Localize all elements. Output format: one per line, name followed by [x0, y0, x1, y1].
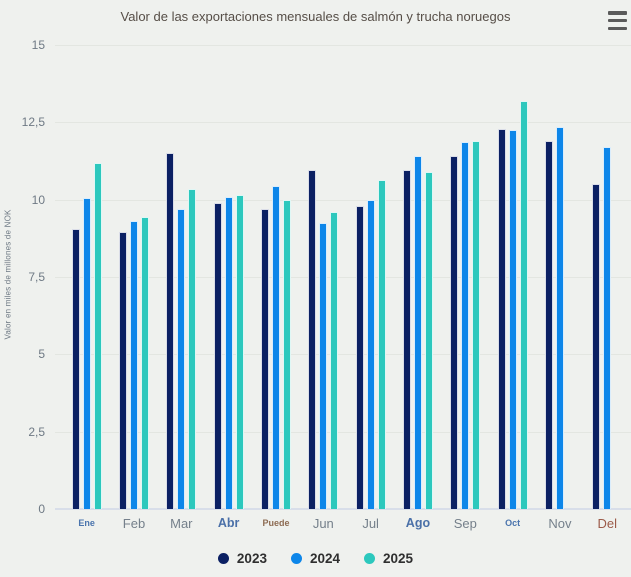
bar-2025-Oct[interactable] [519, 100, 528, 509]
bar-2025-Jun[interactable] [330, 212, 339, 509]
legend-marker-2025 [364, 552, 376, 564]
bar-2024-Nov[interactable] [555, 126, 564, 509]
bar-2023-Feb[interactable] [118, 232, 127, 509]
bar-group-Puede [252, 45, 299, 509]
y-tick-label-12,5: 12,5 [21, 115, 45, 130]
hamburger-bar [608, 18, 627, 23]
bar-2024-Puede[interactable] [271, 185, 280, 509]
bar-group-Feb [110, 45, 157, 509]
legend-marker-2023 [217, 552, 229, 564]
bar-2025-Mar[interactable] [188, 188, 197, 509]
bar-group-Sep [442, 45, 489, 509]
bar-2025-Puede[interactable] [282, 199, 291, 509]
x-axis-label-Nov: Nov [548, 515, 572, 531]
y-tick-label-15: 15 [31, 38, 45, 52]
gridline-15 [55, 45, 631, 46]
legend-label-2025: 2025 [383, 550, 414, 566]
y-tick-label-5: 5 [38, 347, 45, 362]
bar-group-Mar [158, 45, 205, 509]
bar-group-Ago [394, 45, 441, 509]
bar-2024-Feb[interactable] [129, 221, 138, 509]
gridline-12,5 [55, 122, 631, 124]
bar-2023-Abr[interactable] [213, 202, 222, 509]
bar-group-Jul [347, 45, 394, 509]
bar-2025-Ago[interactable] [424, 171, 433, 509]
x-axis-label-Feb: Feb [122, 515, 146, 531]
bar-2024-Del[interactable] [603, 147, 612, 509]
hamburger-menu-icon[interactable] [608, 10, 628, 31]
bar-2023-Mar[interactable] [166, 153, 175, 509]
bar-2023-Nov[interactable] [544, 140, 553, 509]
bar-2025-Feb[interactable] [140, 216, 149, 509]
x-axis-label-Ago: Ago [405, 516, 431, 530]
gridline-10 [55, 199, 631, 201]
bar-2025-Sep[interactable] [472, 140, 481, 509]
bar-2024-Mar[interactable] [177, 208, 186, 509]
x-axis-label-Puede: Puede [262, 518, 290, 528]
bar-2024-Sep[interactable] [461, 142, 470, 509]
bar-2024-Oct[interactable] [508, 130, 517, 509]
x-axis-label-Sep: Sep [453, 515, 477, 531]
y-tick-label-7,5: 7,5 [28, 270, 45, 284]
bar-group-Ene [63, 45, 110, 509]
hamburger-bar [608, 26, 627, 30]
plot-area [55, 45, 631, 509]
hamburger-bar [608, 11, 627, 15]
bar-2025-Ene[interactable] [93, 162, 102, 509]
bar-2025-Jul[interactable] [377, 179, 386, 509]
bar-2024-Jul[interactable] [366, 199, 375, 509]
bar-group-Jun [300, 45, 347, 509]
bar-2023-Jun[interactable] [308, 170, 317, 509]
legend-label-2023: 2023 [236, 550, 267, 566]
legend: 2023 2024 2025 [0, 549, 631, 567]
x-axis-label-Del: Del [597, 515, 618, 531]
bar-2024-Jun[interactable] [319, 222, 328, 509]
bar-series-area [63, 45, 631, 509]
y-tick-label-10: 10 [31, 192, 45, 207]
bar-2023-Jul[interactable] [355, 205, 364, 509]
gridline-5 [55, 354, 631, 356]
bar-2023-Ene[interactable] [71, 229, 80, 509]
x-axis-label-Abr: Abr [217, 516, 240, 530]
bar-2024-Abr[interactable] [224, 196, 233, 509]
bar-2024-Ene[interactable] [82, 198, 91, 509]
x-axis-label-Jul: Jul [362, 515, 379, 531]
x-axis-label-Oct: Oct [505, 518, 521, 528]
legend-item-2025[interactable]: 2025 [364, 551, 413, 566]
bar-group-Abr [205, 45, 252, 509]
legend-item-2024[interactable]: 2024 [290, 550, 341, 566]
bar-group-Oct [489, 45, 536, 509]
bar-2024-Ago[interactable] [413, 156, 422, 509]
gridline-7,5 [55, 277, 631, 278]
bar-2023-Ago[interactable] [402, 170, 411, 509]
bar-2023-Del[interactable] [592, 184, 601, 509]
x-axis-label-Ene: Ene [78, 518, 95, 528]
bar-group-Nov [536, 45, 583, 509]
bar-2025-Abr[interactable] [235, 195, 244, 509]
bar-2023-Puede[interactable] [260, 208, 269, 509]
y-tick-label-2,5: 2,5 [28, 424, 45, 439]
legend-label-2024: 2024 [309, 550, 341, 566]
x-axis-line [55, 508, 631, 510]
x-axis-labels: Ene Feb Mar Abr Puede Jun Jul Ago Sep Oct Nov Del [63, 513, 631, 533]
legend-marker-2024 [290, 552, 302, 564]
bar-group-Del [584, 45, 631, 509]
legend-item-2023[interactable]: 2023 [217, 550, 267, 566]
y-tick-label-0: 0 [38, 502, 45, 516]
bar-2023-Oct[interactable] [497, 128, 506, 509]
bar-2023-Sep[interactable] [450, 156, 459, 509]
x-axis-label-Jun: Jun [312, 515, 334, 531]
x-axis-label-Mar: Mar [170, 515, 193, 531]
gridline-2,5 [55, 431, 631, 433]
chart-title: Valor de las exportaciones mensuales de … [120, 9, 511, 24]
